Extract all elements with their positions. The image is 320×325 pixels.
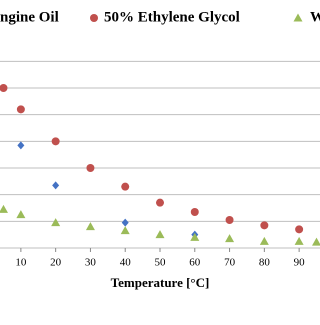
x-tick-label: 80 — [259, 257, 271, 269]
point — [16, 105, 25, 114]
x-tick-label: 70 — [224, 257, 236, 269]
legend-marker — [293, 13, 303, 22]
point — [85, 222, 95, 231]
point — [294, 236, 304, 245]
point — [121, 218, 129, 227]
point — [225, 234, 235, 243]
point — [121, 182, 130, 191]
point — [312, 237, 320, 246]
point — [190, 208, 199, 216]
x-tick-label: 40 — [120, 257, 132, 269]
point — [260, 221, 269, 230]
point — [86, 164, 95, 172]
point — [295, 225, 304, 234]
point — [259, 236, 269, 245]
point — [16, 210, 26, 219]
point — [190, 232, 200, 241]
point — [120, 226, 130, 235]
point — [51, 137, 60, 146]
x-tick-label: 60 — [189, 257, 201, 269]
point — [0, 204, 8, 213]
point — [0, 84, 8, 92]
point — [51, 218, 61, 227]
legend-marker — [90, 14, 98, 22]
point — [155, 230, 165, 239]
x-tick-label: 50 — [155, 257, 167, 269]
x-tick-label: 30 — [85, 257, 97, 269]
x-tick-label: 20 — [50, 257, 62, 269]
legend-label: ngine Oil — [0, 9, 59, 25]
point — [17, 141, 25, 150]
x-axis-title: Temperature [°C] — [111, 275, 210, 290]
point — [156, 198, 164, 207]
x-tick-label: 10 — [15, 257, 27, 269]
legend-label: 50% Ethylene Glycol — [104, 9, 240, 25]
legend-label: W — [310, 9, 320, 25]
point — [52, 181, 60, 190]
x-tick-label: 90 — [294, 257, 306, 269]
point — [225, 216, 234, 224]
